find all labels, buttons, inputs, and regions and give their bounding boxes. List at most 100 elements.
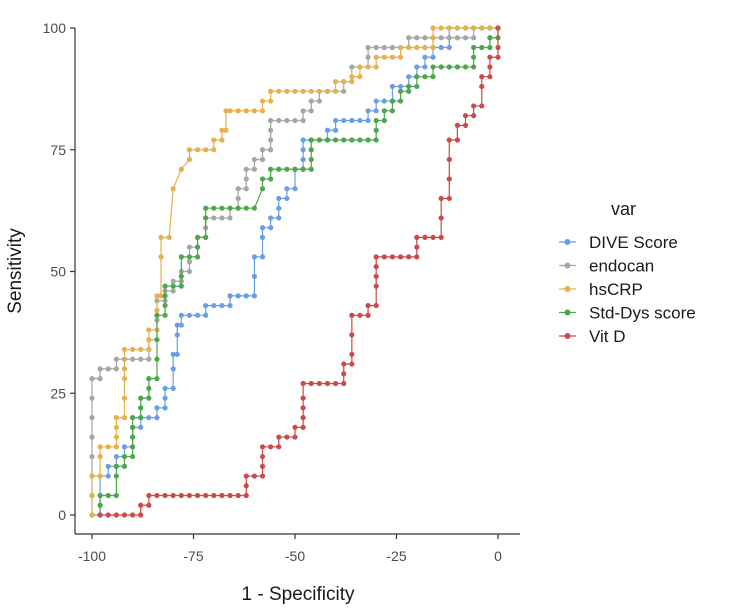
data-point-endocan xyxy=(389,44,396,51)
data-point-std-dys-score xyxy=(487,35,493,41)
data-point-vit-d xyxy=(479,103,485,109)
data-point-hscrp xyxy=(397,44,404,51)
data-point-endocan xyxy=(97,366,103,372)
data-point-hscrp xyxy=(146,337,152,343)
data-point-dive-score xyxy=(284,195,290,202)
series-hscrp xyxy=(89,25,501,518)
data-point-dive-score xyxy=(357,117,363,124)
data-point-hscrp xyxy=(186,147,193,153)
y-axis-title: Sensitivity xyxy=(5,228,26,314)
data-point-vit-d xyxy=(276,434,282,440)
data-point-hscrp xyxy=(268,98,274,104)
data-point-endocan xyxy=(276,117,282,124)
data-point-hscrp xyxy=(113,444,119,450)
data-point-hscrp xyxy=(223,127,229,133)
data-point-std-dys-score xyxy=(154,376,160,382)
data-point-endocan xyxy=(365,54,371,60)
data-point-vit-d xyxy=(446,156,452,163)
data-point-hscrp xyxy=(170,186,176,192)
data-point-vit-d xyxy=(219,492,225,499)
data-point-vit-d xyxy=(178,492,184,499)
data-point-hscrp xyxy=(89,473,95,479)
legend-label: DIVE Score xyxy=(589,233,678,252)
data-point-endocan xyxy=(268,117,274,124)
data-point-endocan xyxy=(130,356,136,362)
y-tick-label: 50 xyxy=(50,264,66,280)
data-point-vit-d xyxy=(462,122,469,128)
data-point-dive-score xyxy=(162,405,168,411)
data-point-hscrp xyxy=(235,108,241,114)
data-point-endocan xyxy=(381,44,387,51)
data-point-endocan xyxy=(300,108,306,114)
data-point-hscrp xyxy=(158,293,164,299)
series-dive-score xyxy=(89,25,501,518)
data-point-endocan xyxy=(373,44,379,51)
series-layer xyxy=(89,25,501,518)
data-point-std-dys-score xyxy=(138,395,144,401)
data-point-vit-d xyxy=(324,380,331,387)
data-point-vit-d xyxy=(194,492,201,499)
data-point-hscrp xyxy=(97,473,103,479)
data-point-std-dys-score xyxy=(121,463,128,469)
data-point-std-dys-score xyxy=(243,205,249,211)
data-point-hscrp xyxy=(121,376,128,382)
data-point-vit-d xyxy=(446,176,452,182)
data-point-hscrp xyxy=(97,453,103,460)
data-point-dive-score xyxy=(349,117,355,124)
data-point-vit-d xyxy=(487,54,493,60)
data-point-dive-score xyxy=(154,415,160,421)
data-point-std-dys-score xyxy=(121,453,128,460)
data-point-hscrp xyxy=(406,44,412,51)
data-point-dive-score xyxy=(219,302,225,309)
data-point-hscrp xyxy=(211,147,217,153)
data-point-vit-d xyxy=(292,434,298,440)
data-point-vit-d xyxy=(203,492,209,499)
data-point-dive-score xyxy=(105,473,111,479)
data-point-std-dys-score xyxy=(324,137,331,143)
data-point-hscrp xyxy=(357,74,363,80)
data-point-endocan xyxy=(243,186,249,192)
x-tick-label: -25 xyxy=(386,548,406,564)
data-point-std-dys-score xyxy=(154,337,160,343)
data-point-hscrp xyxy=(113,424,119,430)
series-line-dive-score xyxy=(92,27,498,516)
data-point-dive-score xyxy=(174,351,180,357)
data-point-hscrp xyxy=(259,98,266,104)
data-point-endocan xyxy=(243,176,249,182)
data-point-endocan xyxy=(243,166,249,172)
data-point-vit-d xyxy=(300,424,306,430)
data-point-dive-score xyxy=(373,98,379,104)
data-point-std-dys-score xyxy=(146,385,152,391)
data-point-vit-d xyxy=(138,502,144,508)
data-point-endocan xyxy=(113,366,119,372)
data-point-std-dys-score xyxy=(487,44,493,51)
data-point-hscrp xyxy=(308,88,314,94)
data-point-vit-d xyxy=(146,492,152,499)
data-point-std-dys-score xyxy=(130,444,136,450)
data-point-hscrp xyxy=(146,327,152,333)
data-point-std-dys-score xyxy=(414,74,420,80)
data-point-dive-score xyxy=(227,302,233,309)
data-point-endocan xyxy=(105,366,111,372)
data-point-hscrp xyxy=(243,108,249,114)
data-point-vit-d xyxy=(349,332,355,338)
y-tick-label: 75 xyxy=(50,142,66,158)
legend-items: DIVE Score endocan hsCRP Std-Dys score Vit D xyxy=(559,233,696,346)
data-point-std-dys-score xyxy=(146,376,152,382)
data-point-hscrp xyxy=(121,366,128,372)
data-point-vit-d xyxy=(300,380,306,387)
data-point-hscrp xyxy=(373,64,379,70)
data-point-std-dys-score xyxy=(349,137,355,143)
data-point-vit-d xyxy=(308,380,314,387)
data-point-dive-score xyxy=(284,186,290,192)
data-point-dive-score xyxy=(194,312,201,318)
data-point-std-dys-score xyxy=(381,117,387,124)
data-point-dive-score xyxy=(438,44,444,51)
data-point-vit-d xyxy=(406,254,412,260)
data-point-endocan xyxy=(406,35,412,41)
data-point-hscrp xyxy=(357,64,363,70)
legend: var DIVE Score endocan hsCRP Std-Dys score V… xyxy=(559,199,696,346)
series-line-hscrp xyxy=(91,27,498,515)
data-point-dive-score xyxy=(381,98,387,104)
data-point-vit-d xyxy=(414,254,420,260)
